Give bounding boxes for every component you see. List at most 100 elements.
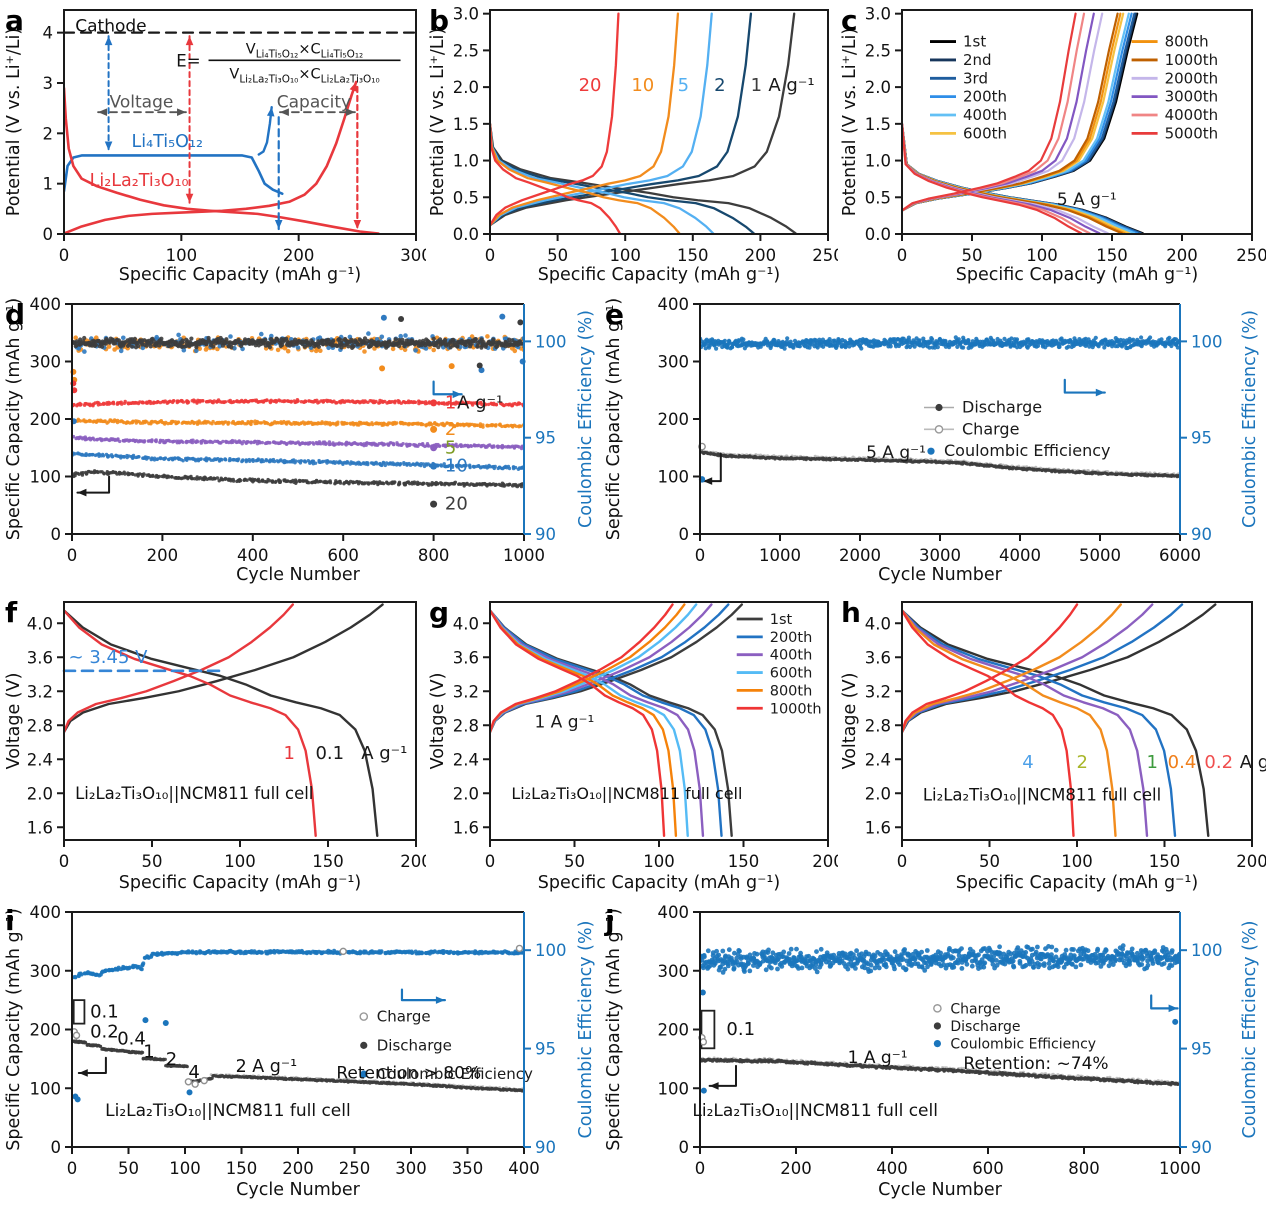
svg-text:2.5: 2.5 (865, 41, 891, 60)
points-dot (430, 399, 438, 407)
series-ce (72, 948, 524, 980)
axes-b: 0 50 100 150 200 250 0.0 0.5 1.0 1.5 2.0 2.5 3.0 Spec… (428, 5, 844, 285)
svg-text:4: 4 (43, 24, 54, 43)
svg-text:3: 3 (43, 74, 54, 93)
series-LLTO-charge (64, 80, 358, 234)
svg-text:Specific Capacity (mAh g⁻¹): Specific Capacity (mAh g⁻¹) (119, 265, 361, 285)
plot-area-g (490, 603, 744, 837)
series-1 A g⁻¹ (64, 603, 317, 837)
legend-e: Discharge Charge Coulombic Efficiency (924, 398, 1110, 460)
series-LTO-discharge (64, 154, 284, 196)
axes-a: 0 100 200 300 0 1 2 3 4 Specific Capacity (mAh g⁻… (4, 9, 432, 285)
svg-text:200: 200 (745, 246, 777, 265)
svg-text:4000th: 4000th (1165, 106, 1219, 124)
svg-text:100: 100 (166, 246, 198, 265)
svg-text:0: 0 (695, 546, 706, 565)
points-dot (430, 500, 438, 508)
svg-text:5: 5 (445, 437, 456, 458)
svg-text:300: 300 (400, 246, 426, 265)
svg-text:0: 0 (679, 525, 690, 544)
panel-d-rate-cycling: 0 200 400 600 800 1000 0 100 200 300 400 Cycle Numb… (2, 295, 602, 590)
svg-text:300: 300 (30, 353, 62, 372)
svg-text:400: 400 (658, 296, 690, 314)
plot-area-b (490, 12, 797, 234)
svg-text:VLi₄Ti₅O₁₂×CLi₄Ti₅O₁₂: VLi₄Ti₅O₁₂×CLi₄Ti₅O₁₂ (246, 41, 363, 60)
svg-text:1.6: 1.6 (27, 818, 53, 837)
panel-i-full-cell-rate-cycling: Charge Discharge Coulombic Efficiency 0 50 10… (2, 902, 602, 1205)
svg-text:5: 5 (678, 75, 689, 96)
svg-text:Cycle Number: Cycle Number (878, 565, 1002, 585)
svg-text:2nd: 2nd (963, 51, 992, 69)
series-discharge (700, 1057, 1180, 1087)
svg-text:800th: 800th (1165, 33, 1209, 51)
chart-canvas-h: 0 50 100 150 2001.62.02.42.83.23.64.0Specifi… (840, 596, 1268, 893)
svg-text:50: 50 (962, 246, 983, 265)
series-cap-2 (72, 417, 524, 430)
axes-i: 0 50 100 150 200 250 300 350 4000100200300400Cyc… (4, 903, 596, 1200)
svg-text:95: 95 (535, 429, 556, 448)
svg-text:c: c (841, 4, 858, 37)
svg-text:100: 100 (535, 332, 567, 351)
series-2 A g⁻¹ (490, 12, 755, 234)
plot-area-j (700, 943, 1180, 1087)
points-dot (398, 315, 524, 369)
svg-text:1st: 1st (963, 33, 986, 51)
svg-text:1000th: 1000th (1165, 51, 1219, 69)
svg-text:3000: 3000 (919, 546, 961, 565)
svg-text:2: 2 (43, 124, 54, 143)
chart-canvas-a: 0 100 200 300 0 1 2 3 4 Specific Capacity (mAh g⁻… (4, 4, 432, 285)
svg-text:5 A g⁻¹: 5 A g⁻¹ (1057, 190, 1117, 210)
svg-text:Voltage: Voltage (110, 93, 174, 113)
series-cap-10 (72, 451, 524, 471)
svg-text:90: 90 (535, 525, 556, 544)
svg-text:1: 1 (43, 175, 54, 194)
svg-text:Specific Capacity (mAh g⁻¹): Specific Capacity (mAh g⁻¹) (538, 265, 780, 285)
svg-text:20: 20 (579, 75, 602, 96)
points-dot (430, 462, 438, 470)
points-dot (430, 444, 438, 452)
svg-text:a: a (5, 4, 24, 37)
svg-text:2: 2 (714, 75, 725, 96)
svg-text:50: 50 (547, 246, 568, 265)
points-circle (70, 944, 524, 1088)
svg-text:b: b (429, 4, 449, 37)
svg-text:Potential (V vs. Li⁺/Li): Potential (V vs. Li⁺/Li) (4, 28, 24, 216)
svg-text:50: 50 (142, 852, 163, 871)
svg-text:100: 100 (30, 468, 62, 487)
svg-text:Cycle Number: Cycle Number (236, 565, 360, 585)
svg-text:200: 200 (283, 246, 315, 265)
axes-f: 0501001502001.62.02.42.83.23.64.0Specifi… (4, 601, 432, 893)
svg-text:Potential (V vs. Li⁺/Li): Potential (V vs. Li⁺/Li) (840, 28, 860, 216)
svg-text:250: 250 (1236, 246, 1266, 265)
svg-text:Discharge: Discharge (962, 398, 1042, 417)
chart-canvas-b: 0 50 100 150 200 250 0.0 0.5 1.0 1.5 2.0 2.5 3.0 Spec… (428, 4, 844, 285)
svg-text:95: 95 (1191, 429, 1212, 448)
svg-text:2: 2 (445, 419, 456, 440)
points-dot (699, 989, 1179, 1094)
svg-text:6000: 6000 (1159, 546, 1201, 565)
panel-c-cycle-profiles: 1st 2nd 3rd 200th 400th 600th 800th 1000th 2000t… (838, 2, 1268, 290)
svg-text:2.0: 2.0 (27, 784, 53, 803)
series-step-0.1 (72, 1039, 88, 1045)
points-dot (70, 363, 455, 383)
series-1 A g⁻¹ (490, 12, 797, 234)
svg-text:5000th: 5000th (1165, 124, 1219, 142)
series-cap-20 (72, 469, 524, 489)
svg-text:1.5: 1.5 (865, 115, 891, 134)
svg-text:100: 100 (1191, 332, 1223, 351)
chart-canvas-f: 0501001502001.62.02.42.83.23.64.0Specifi… (4, 596, 432, 893)
series-0.1 A g⁻¹ (64, 603, 384, 837)
svg-text:400: 400 (237, 546, 269, 565)
svg-text:4000: 4000 (999, 546, 1041, 565)
svg-text:2.4: 2.4 (27, 750, 53, 769)
svg-text:100: 100 (224, 852, 256, 871)
svg-text:100: 100 (658, 468, 690, 487)
svg-text:0: 0 (43, 225, 54, 244)
svg-text:0: 0 (67, 546, 78, 565)
